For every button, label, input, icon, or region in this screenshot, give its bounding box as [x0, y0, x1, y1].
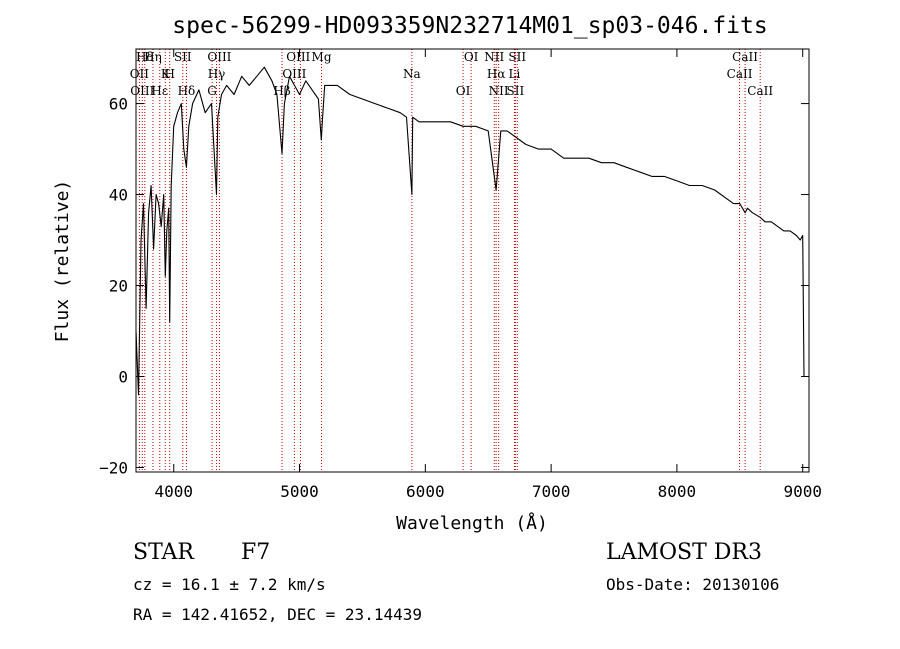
line-label: SII	[507, 84, 525, 98]
line-label: Hγ	[208, 67, 226, 81]
x-tick-label: 4000	[154, 482, 193, 501]
y-tick-label: 0	[118, 367, 128, 386]
x-tick-label: 8000	[658, 482, 697, 501]
line-label: Hδ	[178, 84, 196, 98]
x-tick-label: 6000	[406, 482, 445, 501]
line-labels: HδKHδOIIIOIIHεSIIHγOIIIHηHGOIIIOIIIHβMgN…	[130, 50, 774, 98]
x-tick-label: 7000	[532, 482, 571, 501]
series-line-flux	[135, 66, 805, 396]
line-label: H	[164, 67, 174, 81]
marker-lines	[138, 49, 761, 472]
y-tick-label: 40	[109, 186, 128, 205]
line-label: Mg	[312, 50, 332, 64]
line-label: OIII	[207, 50, 231, 64]
observation-date: Obs-Date: 20130106	[606, 575, 779, 594]
redshift-value: cz = 16.1 ± 7.2 km/s	[133, 575, 326, 594]
line-label: CaII	[747, 84, 773, 98]
line-label: SII	[508, 50, 526, 64]
line-label: SII	[174, 50, 192, 64]
line-label: K	[161, 67, 171, 81]
flux-series	[135, 66, 805, 396]
y-tick-label: 60	[109, 95, 128, 114]
plot-frame	[135, 48, 810, 473]
line-label: NII	[484, 50, 504, 64]
line-label: OI	[464, 50, 479, 64]
y-tick-label: −20	[99, 458, 128, 477]
line-label: Hε	[151, 84, 168, 98]
line-label: Hδ	[136, 50, 154, 64]
line-label: OIII	[286, 50, 310, 64]
y-axis-label: Flux (relative)	[52, 180, 73, 343]
line-label: Na	[403, 67, 421, 81]
y-tick-label: 20	[109, 277, 128, 296]
line-label: Hα	[487, 67, 506, 81]
line-label: CaII	[732, 50, 758, 64]
x-axis-ticks: 4000 5000 6000 7000 8000 9000	[154, 49, 822, 501]
line-label: Hη	[144, 50, 162, 64]
object-subclass: F7	[241, 540, 270, 565]
x-tick-label: 5000	[280, 482, 319, 501]
line-label: NII	[489, 84, 509, 98]
line-label: OII	[130, 67, 150, 81]
line-label: OI	[456, 84, 471, 98]
y-axis-ticks: −20 0 20 40 60	[99, 95, 809, 477]
x-tick-label: 9000	[783, 482, 822, 501]
survey-name: LAMOST DR3	[606, 540, 762, 565]
x-axis-label: Wavelength (Å)	[396, 512, 548, 534]
object-class: STAR	[133, 540, 195, 565]
line-label: G	[207, 84, 217, 98]
line-label: CaII	[727, 67, 753, 81]
line-label: Li	[508, 67, 520, 81]
coordinates: RA = 142.41652, DEC = 23.14439	[133, 605, 422, 624]
chart-title: spec-56299-HD093359N232714M01_sp03-046.f…	[172, 13, 767, 39]
line-label: OIII	[282, 67, 306, 81]
line-label: OIII	[130, 84, 154, 98]
